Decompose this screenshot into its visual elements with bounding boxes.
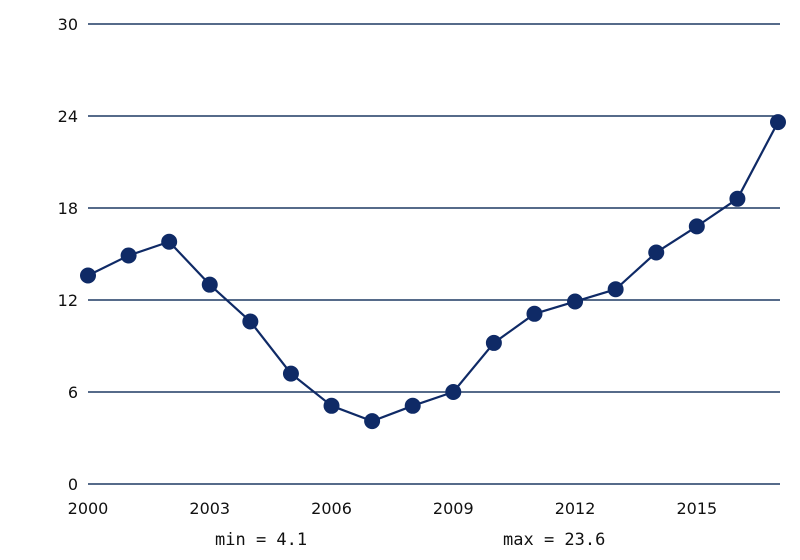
data-point [201, 276, 218, 293]
grid-layer [88, 23, 780, 485]
y-tick-labels: 0 6 12 18 24 30 [58, 15, 78, 494]
data-point [80, 267, 96, 284]
data-point [364, 413, 381, 430]
data-point [120, 247, 137, 264]
data-point [242, 313, 259, 330]
data-point [607, 281, 624, 298]
data-point [445, 384, 462, 400]
y-tick-label: 12 [58, 291, 78, 310]
y-tick-label: 24 [58, 107, 78, 126]
x-tick-label: 2012 [555, 499, 596, 518]
data-point [648, 244, 665, 261]
series-line [87, 121, 779, 423]
data-point [323, 397, 340, 414]
x-tick-label: 2015 [676, 499, 717, 518]
x-tick-label: 2006 [311, 499, 352, 518]
y-tick-label: 6 [68, 383, 78, 402]
y-tick-label: 30 [58, 15, 78, 34]
min-annotation: min = 4.1 [215, 530, 307, 550]
data-point [404, 397, 421, 414]
data-point [729, 190, 746, 207]
y-tick-label: 18 [58, 199, 78, 218]
data-point [688, 218, 705, 235]
y-tick-label: 0 [68, 475, 78, 494]
data-point [282, 365, 299, 382]
data-point [567, 293, 584, 310]
x-tick-labels: 2000 2003 2006 2009 2012 2015 [68, 499, 718, 518]
x-tick-label: 2000 [68, 499, 109, 518]
data-point [526, 305, 543, 322]
data-point [770, 114, 786, 131]
max-annotation: max = 23.6 [503, 530, 605, 550]
x-tick-label: 2009 [433, 499, 474, 518]
data-point [161, 233, 178, 250]
data-point [485, 334, 502, 351]
x-tick-label: 2003 [189, 499, 230, 518]
series-layer [80, 114, 786, 430]
